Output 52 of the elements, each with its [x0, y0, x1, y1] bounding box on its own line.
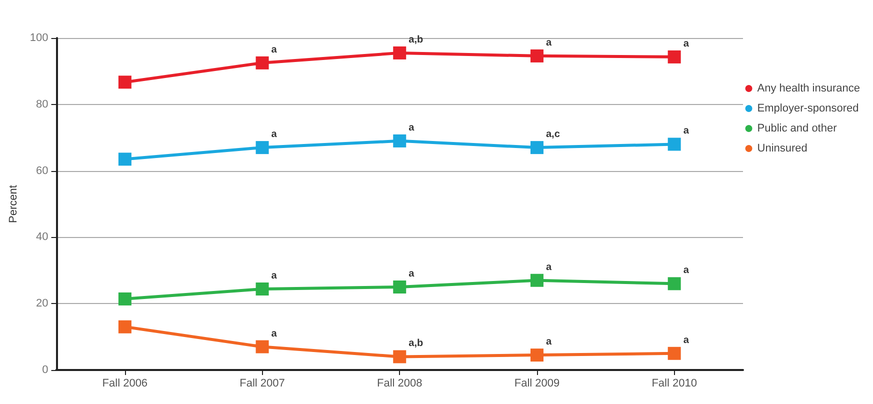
y-tick-label: 20	[36, 298, 48, 310]
y-tick-label: 80	[36, 98, 48, 110]
x-tick-label: Fall 2009	[514, 378, 560, 390]
annotation: a	[271, 44, 278, 56]
x-tick-label: Fall 2008	[376, 378, 422, 390]
point	[393, 280, 406, 294]
annotation: a	[683, 265, 690, 276]
annotation: a	[683, 334, 690, 346]
annotation: a	[408, 122, 415, 134]
point	[256, 56, 269, 70]
point	[393, 134, 406, 148]
point	[256, 282, 269, 296]
point	[668, 277, 681, 290]
point	[118, 292, 132, 306]
annotation: a	[683, 38, 690, 50]
point	[118, 76, 132, 89]
point	[668, 346, 681, 360]
annotation: a,b	[408, 34, 424, 46]
annotation: a,b	[408, 338, 424, 350]
legend-label: Uninsured	[757, 142, 808, 154]
y-tick-label: 100	[30, 32, 48, 44]
x-tick-label: Fall 2006	[102, 378, 148, 390]
legend-label: Public and other	[757, 122, 838, 134]
annotation: a	[546, 336, 552, 348]
point	[256, 141, 269, 154]
legend-label: Any health insurance	[757, 82, 860, 94]
point	[668, 50, 681, 64]
point	[256, 340, 269, 354]
y-tick-label: 0	[42, 364, 48, 376]
point	[668, 138, 681, 151]
annotation: a	[271, 270, 278, 282]
point	[118, 152, 132, 166]
point	[530, 274, 544, 287]
legend-label: Employer-sponsored	[757, 102, 859, 114]
annotation: a,c	[546, 129, 560, 140]
y-tick-label: 60	[36, 164, 48, 177]
annotation: a	[271, 328, 278, 340]
x-tick-label: Fall 2007	[240, 378, 285, 390]
annotation: a	[546, 262, 552, 273]
y-tick-label: 40	[36, 231, 48, 244]
point	[118, 320, 132, 334]
point	[530, 49, 544, 62]
point	[530, 141, 544, 154]
point	[393, 46, 406, 60]
y-axis-title: Percent	[8, 185, 20, 223]
x-tick-label: Fall 2010	[652, 378, 697, 390]
annotation: a	[408, 268, 415, 280]
annotation: a	[271, 129, 278, 140]
annotation: a	[683, 126, 690, 137]
point	[393, 350, 406, 364]
annotation: a	[546, 37, 552, 48]
point	[530, 348, 544, 362]
